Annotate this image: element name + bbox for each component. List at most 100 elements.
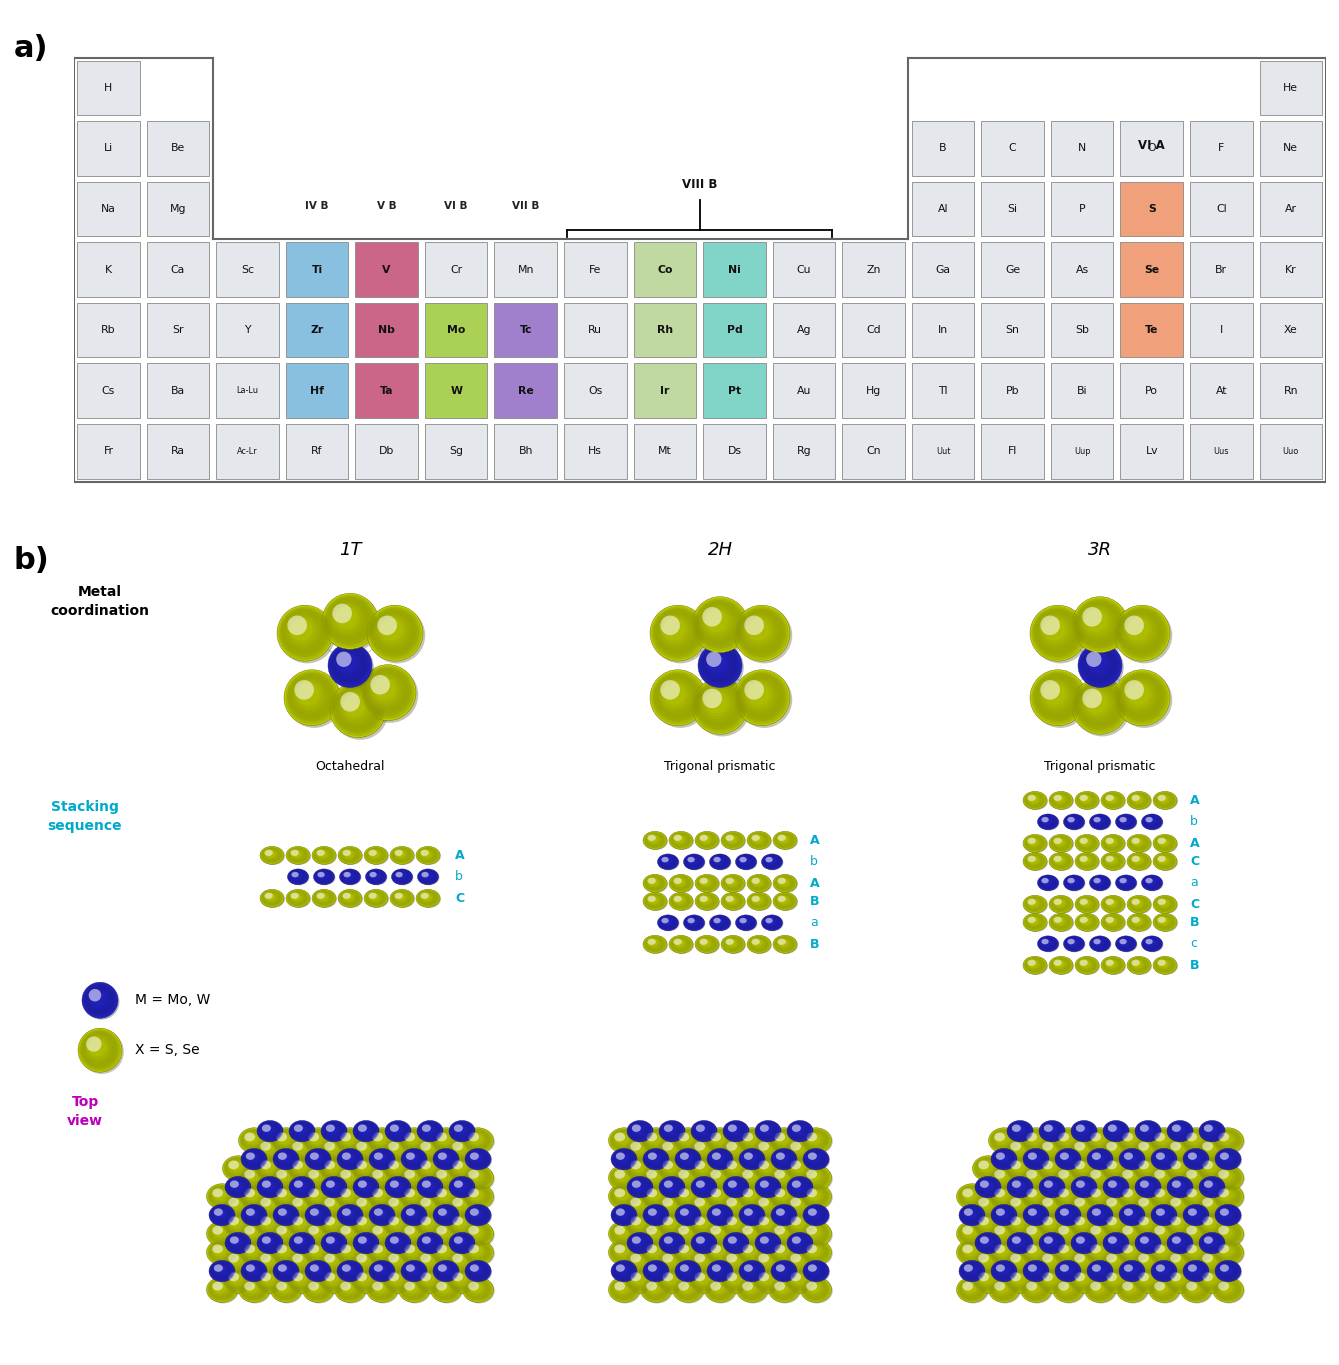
Ellipse shape xyxy=(661,1122,682,1140)
Ellipse shape xyxy=(256,1156,285,1181)
Ellipse shape xyxy=(1202,1274,1217,1284)
Ellipse shape xyxy=(1216,1205,1243,1227)
Ellipse shape xyxy=(454,1125,467,1136)
Ellipse shape xyxy=(1121,939,1129,946)
Ellipse shape xyxy=(388,1123,407,1138)
Ellipse shape xyxy=(304,1278,335,1304)
Ellipse shape xyxy=(664,1125,676,1134)
Ellipse shape xyxy=(1055,1223,1079,1244)
Ellipse shape xyxy=(706,692,727,714)
Ellipse shape xyxy=(1010,1253,1027,1268)
Ellipse shape xyxy=(738,856,754,868)
Ellipse shape xyxy=(1117,1185,1146,1208)
Ellipse shape xyxy=(355,1253,375,1269)
Ellipse shape xyxy=(291,1178,313,1196)
Ellipse shape xyxy=(771,1186,795,1207)
Ellipse shape xyxy=(1059,1208,1069,1216)
Ellipse shape xyxy=(1075,792,1099,809)
Ellipse shape xyxy=(661,1123,680,1138)
Ellipse shape xyxy=(1165,1194,1194,1218)
Ellipse shape xyxy=(775,938,793,950)
Ellipse shape xyxy=(1154,1133,1165,1141)
Ellipse shape xyxy=(292,872,301,879)
Ellipse shape xyxy=(1058,1245,1069,1253)
Ellipse shape xyxy=(1091,936,1109,950)
Ellipse shape xyxy=(659,916,676,928)
Ellipse shape xyxy=(228,1234,248,1252)
Ellipse shape xyxy=(392,870,414,886)
Ellipse shape xyxy=(374,1190,386,1200)
Ellipse shape xyxy=(1026,915,1044,930)
Ellipse shape xyxy=(994,1224,1012,1241)
Ellipse shape xyxy=(1131,838,1139,844)
Ellipse shape xyxy=(806,1282,823,1295)
Ellipse shape xyxy=(1107,1179,1123,1193)
Ellipse shape xyxy=(743,1152,753,1160)
Ellipse shape xyxy=(803,1279,828,1299)
Ellipse shape xyxy=(1023,1204,1048,1226)
Ellipse shape xyxy=(1131,917,1139,923)
Ellipse shape xyxy=(691,1252,715,1271)
Ellipse shape xyxy=(244,1244,262,1260)
Ellipse shape xyxy=(1131,917,1144,925)
Ellipse shape xyxy=(210,1261,236,1283)
Ellipse shape xyxy=(1077,602,1121,646)
Ellipse shape xyxy=(722,1268,751,1293)
Text: Ge: Ge xyxy=(1006,265,1020,274)
Ellipse shape xyxy=(1027,1133,1042,1145)
Ellipse shape xyxy=(1046,1182,1055,1190)
Ellipse shape xyxy=(340,870,359,883)
Ellipse shape xyxy=(226,1233,252,1254)
Ellipse shape xyxy=(293,1125,303,1132)
Ellipse shape xyxy=(632,1237,644,1246)
Ellipse shape xyxy=(341,1133,356,1145)
Ellipse shape xyxy=(88,1039,106,1057)
Ellipse shape xyxy=(469,1282,485,1295)
Ellipse shape xyxy=(1165,1156,1196,1181)
Ellipse shape xyxy=(240,1278,270,1304)
Ellipse shape xyxy=(698,936,716,951)
Ellipse shape xyxy=(1091,816,1107,827)
Ellipse shape xyxy=(807,1283,819,1293)
Ellipse shape xyxy=(1081,796,1091,804)
Ellipse shape xyxy=(1008,1215,1030,1233)
Ellipse shape xyxy=(778,939,786,945)
Ellipse shape xyxy=(710,1170,727,1183)
Ellipse shape xyxy=(313,870,335,885)
Ellipse shape xyxy=(1218,1245,1235,1259)
Ellipse shape xyxy=(1028,1190,1040,1200)
Ellipse shape xyxy=(276,1151,295,1166)
Ellipse shape xyxy=(212,1280,230,1297)
Ellipse shape xyxy=(418,890,438,906)
Ellipse shape xyxy=(1093,939,1105,947)
Ellipse shape xyxy=(1086,1166,1115,1190)
Ellipse shape xyxy=(1043,1143,1058,1155)
Ellipse shape xyxy=(324,1235,343,1250)
Ellipse shape xyxy=(789,1141,809,1158)
Ellipse shape xyxy=(660,1233,686,1254)
Ellipse shape xyxy=(244,1151,262,1166)
Ellipse shape xyxy=(644,1261,670,1283)
Ellipse shape xyxy=(256,1250,285,1274)
Ellipse shape xyxy=(1075,957,1099,975)
Text: c: c xyxy=(1190,938,1197,950)
Ellipse shape xyxy=(678,1133,695,1147)
Ellipse shape xyxy=(386,1215,408,1233)
Bar xyxy=(1190,425,1252,479)
Ellipse shape xyxy=(759,1123,775,1137)
Ellipse shape xyxy=(615,1189,629,1201)
Ellipse shape xyxy=(807,1133,822,1145)
Ellipse shape xyxy=(617,1209,628,1218)
Ellipse shape xyxy=(469,1282,483,1294)
Ellipse shape xyxy=(422,1125,435,1134)
Bar xyxy=(147,182,209,236)
Ellipse shape xyxy=(292,1216,303,1226)
Ellipse shape xyxy=(1144,938,1158,949)
Ellipse shape xyxy=(1026,1151,1044,1166)
Ellipse shape xyxy=(988,1166,1019,1190)
Ellipse shape xyxy=(469,1226,485,1239)
Ellipse shape xyxy=(470,1209,482,1219)
Ellipse shape xyxy=(777,876,791,889)
Ellipse shape xyxy=(1006,1138,1035,1162)
Ellipse shape xyxy=(975,1213,1002,1235)
